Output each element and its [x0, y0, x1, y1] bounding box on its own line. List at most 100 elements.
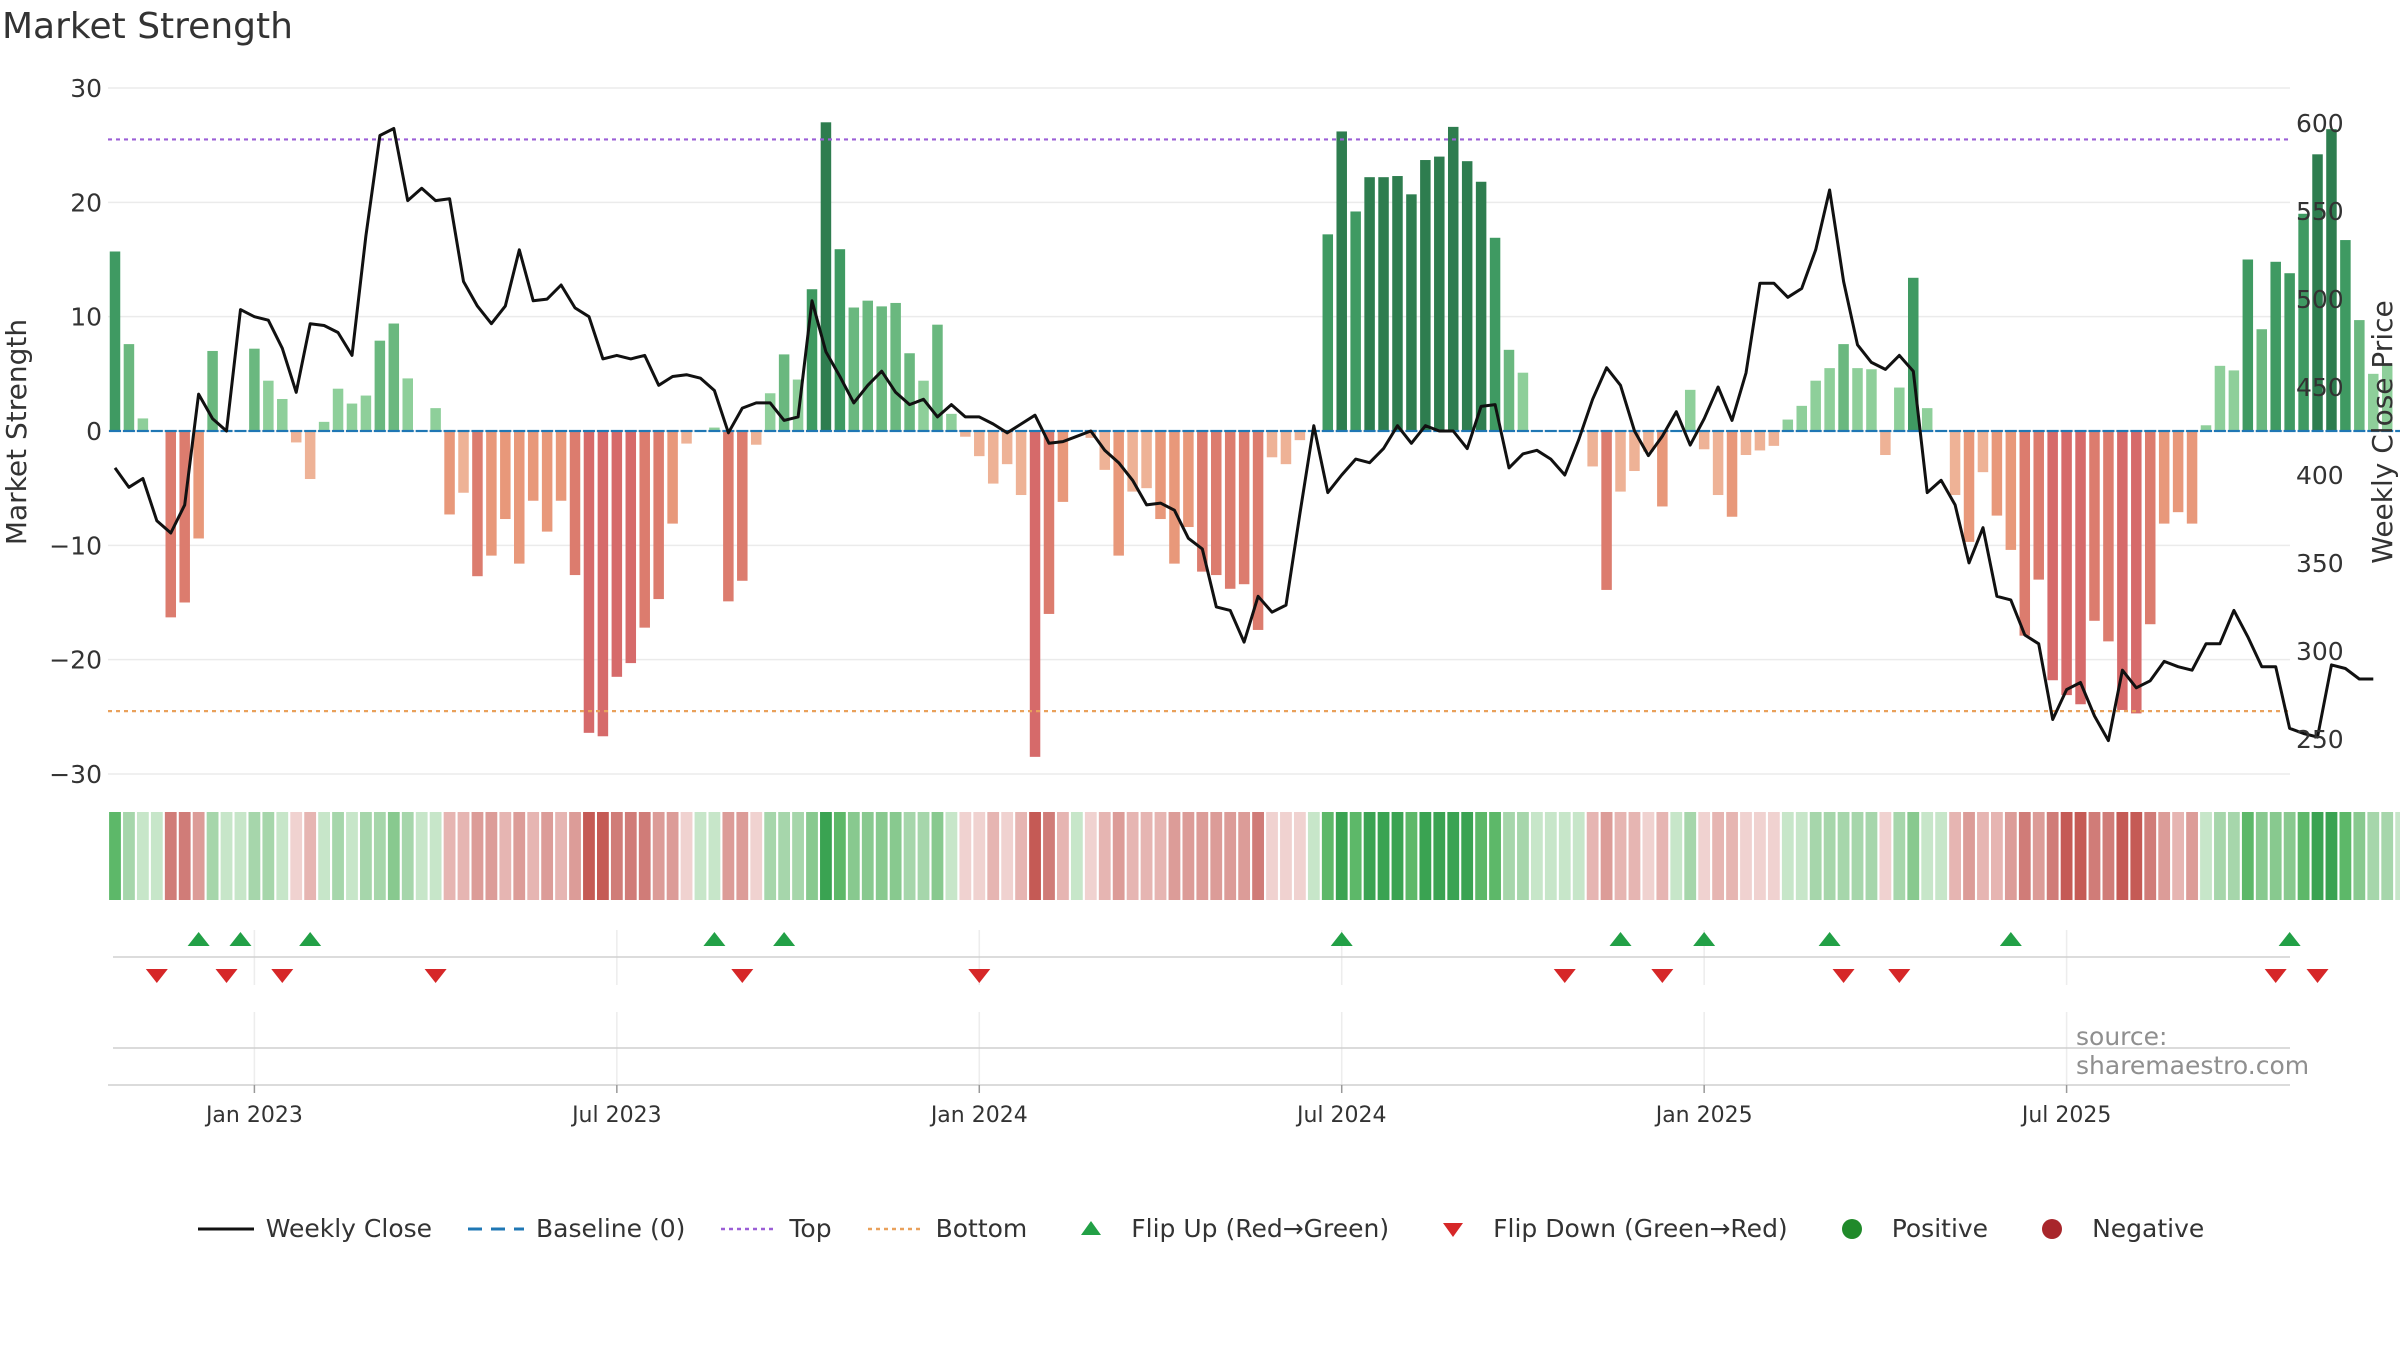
- flip-up-marker: [1693, 932, 1716, 946]
- strength-bar: [1043, 431, 1055, 614]
- strip-cell: [2088, 812, 2101, 900]
- weekly-close-line: [113, 127, 2374, 743]
- strip-cell: [1140, 812, 1153, 900]
- strength-bar: [2326, 129, 2337, 431]
- strength-bar: [1810, 380, 1821, 431]
- strength-bar: [2340, 240, 2351, 431]
- strip-cell: [959, 812, 972, 900]
- flip-up-marker: [2278, 932, 2301, 946]
- legend-label: Weekly Close: [265, 1214, 433, 1243]
- strength-bar: [1434, 156, 1445, 431]
- strength-bar: [1169, 431, 1180, 564]
- strip-cell: [1015, 812, 1027, 900]
- x-tick-label: Jul 2024: [1295, 1103, 1387, 1128]
- strip-cell: [1712, 812, 1724, 900]
- strip-cell: [2255, 812, 2268, 900]
- strength-bar: [430, 408, 441, 431]
- flip-down-marker: [1553, 969, 1576, 983]
- strip-cell: [973, 812, 986, 900]
- strength-bar: [1824, 368, 1835, 431]
- strength-bar: [1461, 161, 1473, 431]
- strip-cell: [2395, 812, 2400, 900]
- strip-cell: [1084, 812, 1097, 900]
- strength-bar: [332, 388, 344, 431]
- strip-cell: [401, 812, 414, 900]
- strength-bar: [1294, 431, 1306, 441]
- strength-bar: [2186, 431, 2198, 524]
- flip-down-marker: [145, 969, 168, 983]
- flip-down-marker: [731, 969, 754, 983]
- strip-cell: [1795, 812, 1808, 900]
- legend-item: Bottom: [866, 1214, 1027, 1243]
- legend-label: Positive: [1891, 1214, 1989, 1243]
- x-axis: Jan 2023 Jul 2023 Jan 2024 Jul 2024 Jan 2025…: [108, 1047, 2290, 1128]
- strip-cell: [2297, 812, 2310, 900]
- legend-label: Top: [789, 1214, 832, 1243]
- strength-bar: [1406, 194, 1417, 431]
- strength-bar: [2089, 431, 2100, 621]
- strip-cell: [1238, 812, 1251, 900]
- strip-cell: [1767, 812, 1780, 900]
- strip-cell: [624, 812, 637, 900]
- strip-cell: [1572, 812, 1585, 900]
- strip-cell: [1503, 812, 1515, 900]
- strip-cell: [917, 812, 930, 900]
- strength-bar: [1392, 176, 1403, 431]
- flip-up-marker: [773, 932, 796, 946]
- swatch-circle: [2042, 1218, 2063, 1239]
- strip-cell: [332, 812, 344, 900]
- strip-cell: [2116, 812, 2129, 900]
- y-tick-label-right: 450: [2296, 373, 2344, 402]
- strip-cell: [2074, 812, 2087, 900]
- strip-cell: [1210, 812, 1223, 900]
- strip-cell: [164, 812, 177, 900]
- strip-cell: [1168, 812, 1181, 900]
- strength-bar: [639, 431, 650, 628]
- strength-bar: [2061, 431, 2072, 696]
- strip-cell: [1126, 812, 1139, 900]
- strength-bar: [318, 421, 330, 431]
- strip-cell: [2102, 812, 2115, 900]
- strip-cell: [2353, 812, 2366, 900]
- strip-cell: [2227, 812, 2240, 900]
- strength-bar: [207, 350, 218, 431]
- strip-cell: [2269, 812, 2282, 900]
- strip-cell: [875, 812, 888, 900]
- strip-cell: [541, 812, 554, 900]
- strip-cell: [1837, 812, 1850, 900]
- strip-cell: [1642, 812, 1655, 900]
- strip-cell: [1196, 812, 1209, 900]
- strip-cell: [1586, 812, 1599, 900]
- strip-cell: [1294, 812, 1306, 900]
- strip-cell: [346, 812, 358, 900]
- strength-bar: [2005, 431, 2017, 550]
- strength-bar: [737, 431, 748, 581]
- strength-bar: [179, 431, 190, 603]
- strength-bar: [1740, 431, 1752, 456]
- strip-cell: [1517, 812, 1529, 900]
- strip-cell: [2144, 812, 2157, 900]
- x-tick-label: Jan 2025: [1654, 1103, 1753, 1128]
- strip-cell: [1266, 812, 1278, 900]
- strip-cell: [2060, 812, 2073, 900]
- strength-bar: [290, 431, 302, 443]
- strip-cell: [903, 812, 916, 900]
- strength-bar: [2242, 259, 2254, 431]
- strip-cell: [2130, 812, 2143, 900]
- legend-swatch: [867, 1227, 924, 1230]
- strength-bar: [2019, 431, 2031, 636]
- strip-cell: [290, 812, 303, 900]
- strip-cell: [2004, 812, 2017, 900]
- legend-swatch: [721, 1227, 778, 1230]
- strength-bar: [2117, 431, 2128, 710]
- strip-cell: [1489, 812, 1501, 900]
- strip-cell: [1991, 812, 2003, 900]
- legend-label: Flip Down (Green→Red): [1493, 1214, 1788, 1243]
- x-tick-label: Jul 2023: [570, 1103, 662, 1128]
- strength-bar: [263, 380, 274, 431]
- strip-cell: [471, 812, 484, 900]
- strip-cell: [806, 812, 818, 900]
- strength-bar: [653, 431, 664, 600]
- strength-bar: [109, 251, 121, 431]
- strength-bar: [1141, 431, 1152, 489]
